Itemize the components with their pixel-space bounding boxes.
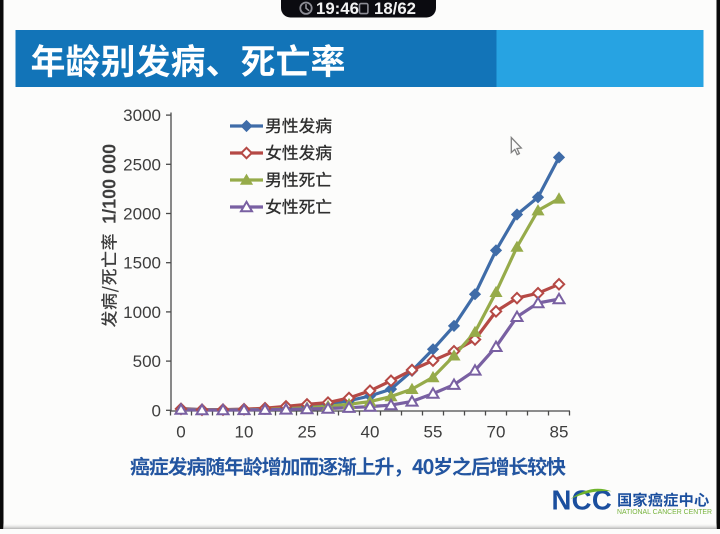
svg-text:25: 25 [298, 423, 317, 442]
svg-text:18/62: 18/62 [374, 0, 416, 18]
svg-text:0: 0 [152, 401, 161, 420]
svg-text:500: 500 [133, 352, 161, 371]
svg-text:1000: 1000 [123, 303, 161, 322]
svg-text:1500: 1500 [123, 254, 161, 273]
svg-text:NATIONAL CANCER CENTER: NATIONAL CANCER CENTER [617, 507, 712, 516]
svg-text:40: 40 [361, 423, 380, 442]
svg-text:3000: 3000 [123, 106, 161, 125]
svg-text:1/100 000: 1/100 000 [100, 144, 120, 224]
svg-text:2000: 2000 [123, 205, 161, 224]
svg-text:19:46: 19:46 [316, 0, 359, 18]
svg-text:10: 10 [235, 423, 254, 442]
svg-text:85: 85 [550, 423, 569, 442]
svg-text:0: 0 [176, 423, 185, 442]
svg-text:55: 55 [424, 423, 443, 442]
svg-text:2500: 2500 [123, 155, 161, 174]
svg-text:70: 70 [487, 423, 506, 442]
